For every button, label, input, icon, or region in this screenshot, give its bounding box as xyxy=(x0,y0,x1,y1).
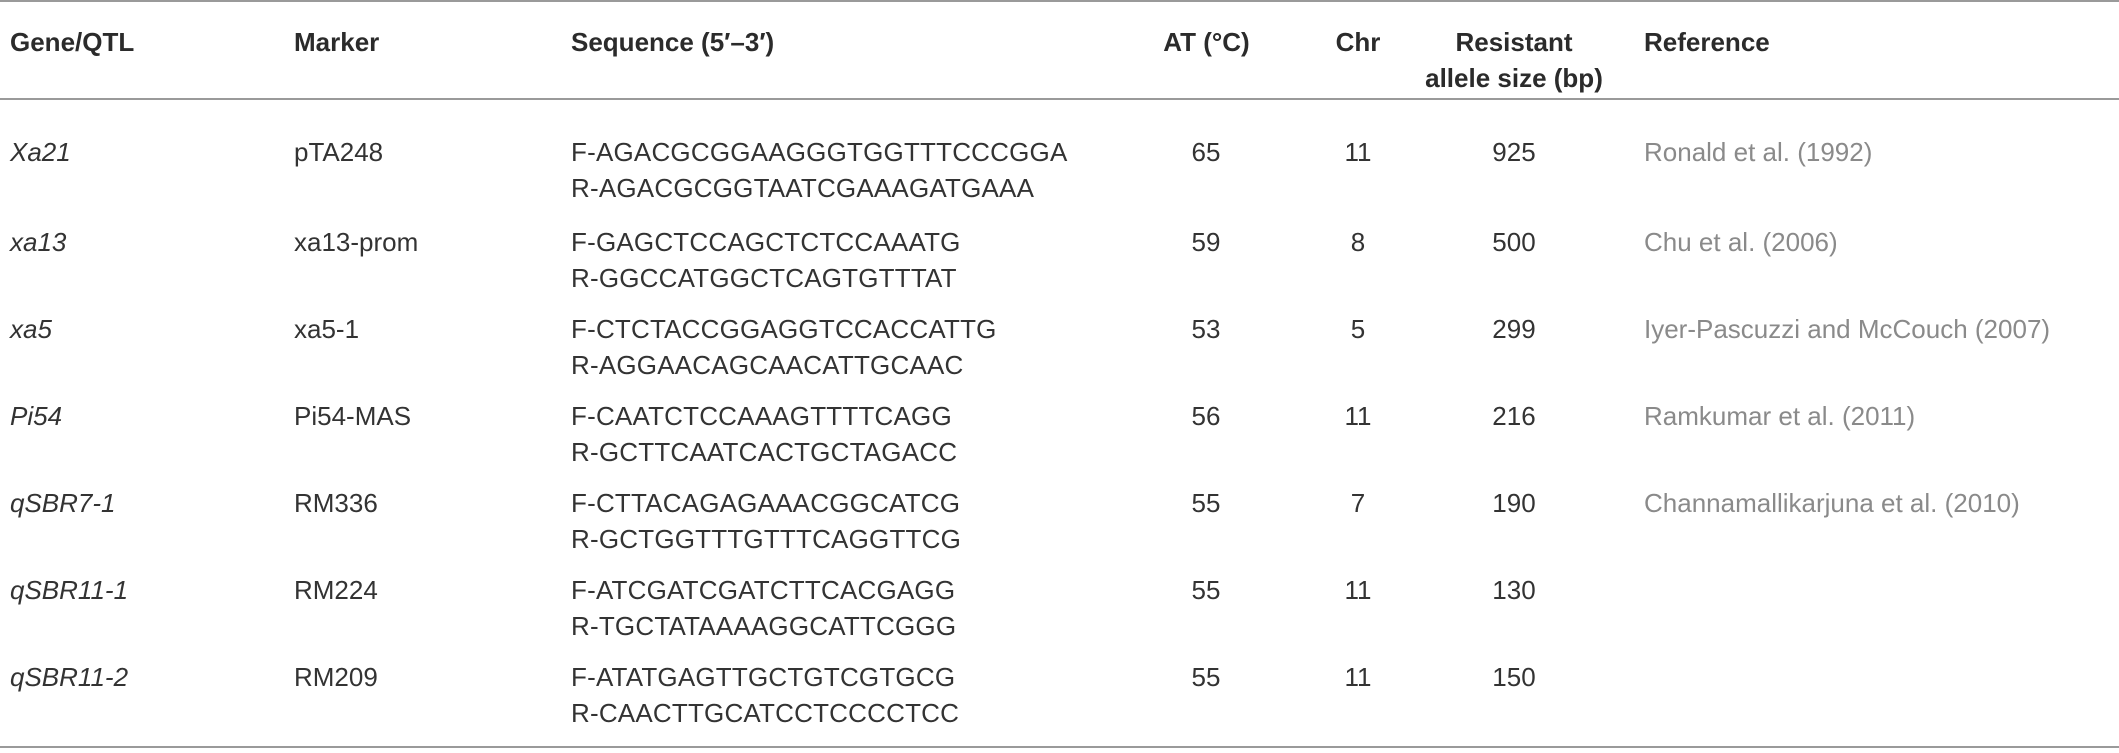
table-header: Gene/QTL Marker Sequence (5′–3′) AT (°C)… xyxy=(0,0,2119,100)
cell-chr: 7 xyxy=(1350,488,1366,518)
cell-gene: Xa21 xyxy=(10,137,71,167)
cell-gene: qSBR7-1 xyxy=(10,488,116,518)
header-allele-size: Resistant allele size (bp) xyxy=(1412,0,1616,100)
cell-allele-size: 299 xyxy=(1492,314,1536,344)
reverse-primer: R-TGCTATAAAAGGCATTCGGG xyxy=(571,611,957,641)
cell-at: 55 xyxy=(1108,651,1304,748)
table-row: Pi54 Pi54-MAS F-CAATCTCCAAAGTTTTCAGG R-G… xyxy=(0,390,2119,477)
table-row: xa5 xa5-1 F-CTCTACCGGAGGTCCACCATTG R-AGG… xyxy=(0,303,2119,390)
table-row: xa13 xa13-prom F-GAGCTCCAGCTCTCCAAATG R-… xyxy=(0,216,2119,303)
reverse-primer: R-GCTGGTTTGTTTCAGGTTCG xyxy=(571,524,962,554)
forward-primer: F-ATCGATCGATCTTCACGAGG xyxy=(571,575,956,605)
cell-marker: RM336 xyxy=(294,488,378,518)
header-allele-size-line1: Resistant xyxy=(1455,27,1573,57)
cell-chr: 11 xyxy=(1344,401,1372,431)
header-marker: Marker xyxy=(294,0,571,100)
cell-sequence: F-AGACGCGGAAGGGTGGTTTCCCGGA R-AGACGCGGTA… xyxy=(571,99,1108,216)
cell-gene: xa5 xyxy=(10,314,52,344)
cell-gene: qSBR11-1 xyxy=(10,575,129,605)
cell-gene: qSBR11-2 xyxy=(0,651,294,748)
forward-primer: F-ATATGAGTTGCTGTCGTGCG xyxy=(571,662,956,692)
cell-marker: pTA248 xyxy=(294,137,384,167)
cell-chr: 11 xyxy=(1344,137,1372,167)
cell-gene: xa13 xyxy=(10,227,67,257)
cell-reference: Ramkumar et al. (2011) xyxy=(1644,401,1916,431)
cell-reference: Ronald et al. (1992) xyxy=(1644,137,1873,167)
header-reference: Reference xyxy=(1616,0,2119,100)
cell-at: 59 xyxy=(1191,227,1221,257)
cell-marker: xa13-prom xyxy=(294,227,419,257)
header-chr: Chr xyxy=(1304,0,1412,100)
cell-marker: Pi54-MAS xyxy=(294,401,412,431)
cell-reference: Iyer-Pascuzzi and McCouch (2007) xyxy=(1644,314,2051,344)
cell-at: 53 xyxy=(1191,314,1221,344)
cell-at: 56 xyxy=(1191,401,1221,431)
cell-chr: 5 xyxy=(1350,314,1366,344)
table-row: qSBR11-2 RM209 F-ATATGAGTTGCTGTCGTGCG R-… xyxy=(0,651,2119,748)
cell-allele-size: 925 xyxy=(1492,137,1536,167)
cell-sequence: F-ATATGAGTTGCTGTCGTGCG R-CAACTTGCATCCTCC… xyxy=(571,651,1108,748)
cell-at: 65 xyxy=(1191,137,1221,167)
reverse-primer: R-GGCCATGGCTCAGTGTTTAT xyxy=(571,263,957,293)
cell-chr: 11 xyxy=(1304,651,1412,748)
header-row: Gene/QTL Marker Sequence (5′–3′) AT (°C)… xyxy=(0,0,2119,100)
cell-marker: RM224 xyxy=(294,575,378,605)
table-body: Xa21 pTA248 F-AGACGCGGAAGGGTGGTTTCCCGGA … xyxy=(0,99,2119,748)
forward-primer: F-GAGCTCCAGCTCTCCAAATG xyxy=(571,227,961,257)
cell-sequence: F-ATCGATCGATCTTCACGAGG R-TGCTATAAAAGGCAT… xyxy=(571,564,1108,651)
cell-sequence: F-GAGCTCCAGCTCTCCAAATG R-GGCCATGGCTCAGTG… xyxy=(571,216,1108,303)
cell-chr: 11 xyxy=(1344,575,1372,605)
cell-chr: 8 xyxy=(1350,227,1366,257)
cell-reference: Channamallikarjuna et al. (2010) xyxy=(1644,488,2020,518)
header-at: AT (°C) xyxy=(1108,0,1304,100)
table-row: Xa21 pTA248 F-AGACGCGGAAGGGTGGTTTCCCGGA … xyxy=(0,99,2119,216)
cell-sequence: F-CTCTACCGGAGGTCCACCATTG R-AGGAACAGCAACA… xyxy=(571,303,1108,390)
cell-marker: RM209 xyxy=(294,651,571,748)
table-row: qSBR11-1 RM224 F-ATCGATCGATCTTCACGAGG R-… xyxy=(0,564,2119,651)
forward-primer: F-CTCTACCGGAGGTCCACCATTG xyxy=(571,314,997,344)
header-gene: Gene/QTL xyxy=(0,0,294,100)
cell-gene: Pi54 xyxy=(10,401,63,431)
reverse-primer: R-GCTTCAATCACTGCTAGACC xyxy=(571,437,958,467)
header-sequence: Sequence (5′–3′) xyxy=(571,0,1108,100)
cell-allele-size: 150 xyxy=(1412,651,1616,748)
cell-at: 55 xyxy=(1191,575,1221,605)
cell-allele-size: 216 xyxy=(1492,401,1536,431)
table-row: qSBR7-1 RM336 F-CTTACAGAGAAACGGCATCG R-G… xyxy=(0,477,2119,564)
cell-reference xyxy=(1616,564,2119,651)
reverse-primer: R-CAACTTGCATCCTCCCCTCC xyxy=(571,698,960,728)
cell-marker: xa5-1 xyxy=(294,314,360,344)
reverse-primer: R-AGACGCGGTAATCGAAAGATGAAA xyxy=(571,173,1035,203)
forward-primer: F-AGACGCGGAAGGGTGGTTTCCCGGA xyxy=(571,137,1068,167)
cell-sequence: F-CTTACAGAGAAACGGCATCG R-GCTGGTTTGTTTCAG… xyxy=(571,477,1108,564)
cell-allele-size: 500 xyxy=(1492,227,1536,257)
cell-allele-size: 130 xyxy=(1492,575,1536,605)
header-allele-size-line2: allele size (bp) xyxy=(1425,63,1603,93)
cell-at: 55 xyxy=(1191,488,1221,518)
forward-primer: F-CAATCTCCAAAGTTTTCAGG xyxy=(571,401,952,431)
reverse-primer: R-AGGAACAGCAACATTGCAAC xyxy=(571,350,964,380)
cell-sequence: F-CAATCTCCAAAGTTTTCAGG R-GCTTCAATCACTGCT… xyxy=(571,390,1108,477)
forward-primer: F-CTTACAGAGAAACGGCATCG xyxy=(571,488,961,518)
cell-reference xyxy=(1616,651,2119,748)
cell-reference: Chu et al. (2006) xyxy=(1644,227,1838,257)
cell-allele-size: 190 xyxy=(1492,488,1536,518)
